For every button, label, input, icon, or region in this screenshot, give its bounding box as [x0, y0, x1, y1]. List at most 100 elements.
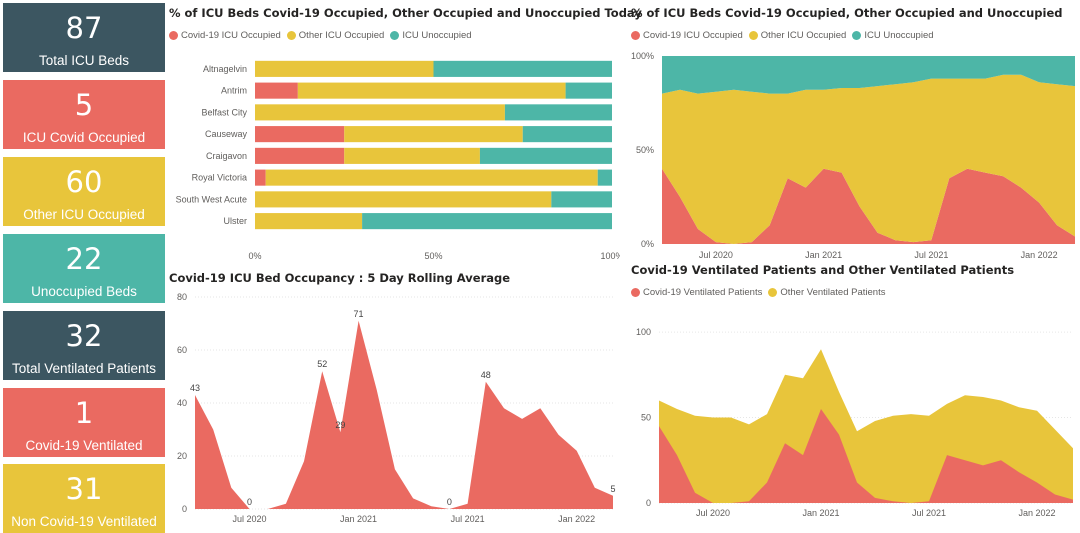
legend-label: Other ICU Occupied	[760, 30, 847, 41]
kpi-label: Non Covid-19 Ventilated	[11, 514, 157, 529]
kpi-value: 32	[65, 319, 103, 353]
y-tick-label: 20	[177, 451, 187, 461]
data-label: 0	[447, 497, 452, 507]
bar-segment	[265, 169, 598, 186]
x-tick-label: 100%	[600, 251, 620, 261]
y-tick-label: 40	[177, 398, 187, 408]
x-tick-label: Jan 2021	[802, 508, 839, 518]
legend-item[interactable]: Covid-19 Ventilated Patients	[631, 287, 762, 298]
legend-label: Covid-19 Ventilated Patients	[643, 287, 763, 298]
area-series	[662, 74, 1075, 244]
data-label: 71	[354, 309, 364, 319]
kpi-value: 1	[74, 396, 94, 430]
bar-segment	[255, 191, 552, 208]
y-tick-label: 0	[646, 498, 651, 508]
kpi-card-covid-ventilated: 1 Covid-19 Ventilated	[3, 388, 165, 457]
data-label: 0	[247, 497, 252, 507]
data-label: 43	[190, 383, 200, 393]
legend-label: Other Ventilated Patients	[780, 287, 886, 298]
category-label: Royal Victoria	[192, 173, 247, 183]
kpi-card-unoccupied-beds: 22 Unoccupied Beds	[3, 234, 165, 303]
x-tick-label: Jul 2020	[233, 514, 267, 524]
legend-item[interactable]: Other ICU Occupied	[748, 30, 847, 41]
legend-ventilated: Covid-19 Ventilated Patients Other Venti…	[631, 287, 885, 298]
chart-title-ventilated: Covid-19 Ventilated Patients and Other V…	[631, 263, 1015, 277]
chart-title-rolling-avg: Covid-19 ICU Bed Occupancy : 5 Day Rolli…	[169, 271, 511, 285]
kpi-label: Unoccupied Beds	[31, 284, 137, 299]
kpi-value: 22	[65, 242, 103, 276]
chart-icu-today: Altnagelvin Antrim Belfast City Causeway Cra…	[176, 60, 620, 261]
x-tick-label: Jan 2022	[1021, 250, 1058, 260]
legend-item[interactable]: Other ICU Occupied	[286, 30, 384, 41]
legend-icu-today: Covid-19 ICU Occupied Other ICU Occupied…	[169, 30, 472, 41]
legend-item[interactable]: Other Ventilated Patients	[768, 287, 885, 298]
x-tick-label: Jan 2022	[558, 514, 595, 524]
kpi-card-non-covid-ventilated: 31 Non Covid-19 Ventilated	[3, 464, 165, 533]
chart-title-icu-today: % of ICU Beds Covid-19 Occupied, Other O…	[169, 6, 642, 20]
legend-label: ICU Unoccupied	[864, 30, 934, 41]
bar-segment	[344, 126, 523, 143]
category-label: Belfast City	[201, 107, 247, 117]
kpi-label: Covid-19 Ventilated	[25, 438, 143, 453]
bar-segment	[255, 147, 345, 164]
category-label: Causeway	[205, 129, 248, 139]
area-series	[662, 56, 1075, 94]
x-tick-label: 0%	[248, 251, 261, 261]
bar-segment	[479, 147, 612, 164]
kpi-card-total-ventilated: 32 Total Ventilated Patients	[3, 311, 165, 380]
legend-item[interactable]: ICU Unoccupied	[390, 30, 472, 41]
kpi-value: 87	[65, 11, 103, 45]
bar-segment	[344, 147, 480, 164]
x-tick-label: Jan 2022	[1018, 508, 1055, 518]
legend-dot	[852, 31, 862, 40]
legend-dot	[768, 288, 778, 297]
kpi-value: 31	[65, 472, 103, 506]
y-tick-label: 60	[177, 345, 187, 355]
area-series	[659, 409, 1073, 503]
chart-icu-trend: 0% 50% 100% Jul 2020 Jan 2021 Jul 2021 Jan 202…	[631, 51, 1075, 260]
x-tick-label: Jan 2021	[340, 514, 377, 524]
data-label: 48	[481, 370, 491, 380]
bar-segment	[362, 213, 612, 230]
kpi-label: Other ICU Occupied	[23, 207, 145, 222]
bar-segment	[433, 60, 612, 77]
x-tick-label: Jul 2020	[699, 250, 733, 260]
bar-segment	[565, 82, 612, 99]
bar-segment	[255, 213, 363, 230]
category-label: South West Acute	[176, 194, 247, 204]
data-label: 29	[335, 420, 345, 430]
legend-dot	[631, 288, 640, 297]
legend-label: ICU Unoccupied	[402, 30, 472, 41]
y-tick-label: 100%	[631, 51, 654, 61]
category-label: Craigavon	[206, 151, 247, 161]
legend-item[interactable]: ICU Unoccupied	[852, 30, 934, 41]
x-tick-label: Jan 2021	[805, 250, 842, 260]
y-tick-label: 50%	[636, 145, 654, 155]
kpi-label: Total ICU Beds	[38, 53, 130, 68]
legend-item[interactable]: Covid-19 ICU Occupied	[169, 30, 281, 41]
bar-segment	[522, 126, 612, 143]
legend-dot	[169, 31, 178, 40]
y-tick-label: 50	[641, 413, 651, 423]
y-tick-label: 80	[177, 292, 187, 302]
category-label: Altnagelvin	[203, 64, 247, 74]
x-tick-label: Jul 2021	[912, 508, 946, 518]
bar-segment	[255, 60, 434, 77]
chart-ventilated: 0 50 100 Jul 2020 Jan 2021 Jul 2021 Jan 2022	[636, 327, 1073, 518]
bar-segment	[551, 191, 612, 208]
category-label: Ulster	[223, 216, 247, 226]
legend-dot	[631, 31, 640, 40]
kpi-value: 60	[65, 165, 103, 199]
bar-segment	[255, 82, 298, 99]
y-tick-label: 100	[636, 327, 651, 337]
x-tick-label: Jul 2020	[696, 508, 730, 518]
kpi-card-total-icu-beds: 87 Total ICU Beds	[3, 3, 165, 72]
chart-rolling-avg: 0 20 40 60 80 43 0 52 29 71 0 48 5 Jul 2020 Jan 2021 Ju…	[177, 292, 616, 524]
kpi-label: Total Ventilated Patients	[11, 361, 157, 376]
legend-label: Covid-19 ICU Occupied	[181, 30, 281, 41]
category-label: Antrim	[221, 86, 247, 96]
legend-dot	[286, 31, 296, 40]
bar-segment	[297, 82, 566, 99]
x-tick-label: Jul 2021	[451, 514, 485, 524]
legend-item[interactable]: Covid-19 ICU Occupied	[631, 30, 743, 41]
